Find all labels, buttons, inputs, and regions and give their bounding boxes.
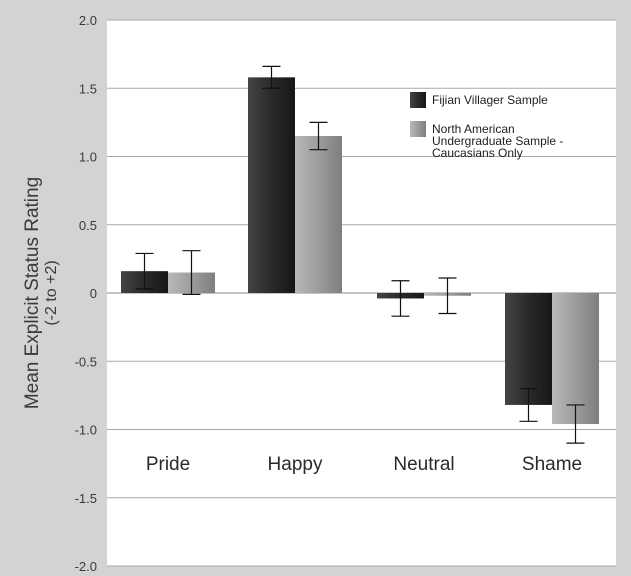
y-tick-label: -2.0 — [75, 559, 97, 571]
legend-label-line: Caucasians Only — [432, 146, 523, 160]
gridlines — [107, 19, 616, 567]
error-bar-pride-series-1 — [135, 252, 154, 290]
x-category-label: Shame — [522, 454, 582, 475]
y-axis-label-group: Mean Explicit Status Rating (-2 to +2) — [22, 177, 60, 409]
error-bar-neutral-series-2 — [438, 277, 457, 315]
x-axis-labels: Pride Happy Neutral Shame — [146, 454, 582, 475]
error-bar-pride-series-2 — [182, 250, 201, 295]
error-bar-neutral-series-1 — [391, 280, 410, 317]
bar-happy-series-2 — [295, 136, 342, 293]
bar-happy-series-1 — [248, 77, 295, 293]
y-tick-label: -1.0 — [75, 423, 97, 438]
y-tick-label: -1.5 — [75, 491, 97, 506]
bar-shame-series-1 — [505, 293, 552, 405]
x-category-label: Neutral — [393, 454, 454, 475]
legend-label-series-2: North American Undergraduate Sample -Cauc… — [432, 122, 563, 160]
x-category-label: Pride — [146, 454, 190, 475]
error-bar-shame-series-1 — [519, 387, 538, 422]
y-tick-label: 0 — [90, 286, 97, 301]
legend-swatch-series-2 — [410, 121, 426, 137]
y-tick-label: -0.5 — [75, 354, 97, 369]
y-axis-ticks: 2.0 1.5 1.0 0.5 0 -0.5 -1.0 -1.5 -2.0 — [75, 13, 97, 574]
bar-shame-series-2 — [552, 293, 599, 425]
y-tick-label: 1.0 — [79, 150, 97, 165]
error-bar-shame-series-2 — [566, 404, 585, 444]
error-bar-happy-series-2 — [309, 121, 328, 151]
legend-label-line: Fijian Villager Sample — [432, 93, 548, 107]
error-bars — [135, 65, 585, 444]
error-bar-happy-series-1 — [262, 65, 281, 89]
legend: Fijian Villager Sample North American Unde… — [410, 92, 563, 160]
legend-label-line: North American — [432, 122, 515, 136]
y-axis-label: Mean Explicit Status Rating — [22, 177, 43, 409]
legend-swatch-series-1 — [410, 92, 426, 108]
legend-label-series-1: Fijian Villager Sample — [432, 93, 548, 107]
x-category-label: Happy — [268, 454, 323, 475]
y-tick-label: 1.5 — [79, 81, 97, 96]
y-axis-label-range: (-2 to +2) — [43, 260, 60, 325]
legend-label-line: Undergraduate Sample - — [432, 134, 563, 148]
y-tick-label: 0.5 — [79, 218, 97, 233]
y-tick-label: 2.0 — [79, 13, 97, 28]
